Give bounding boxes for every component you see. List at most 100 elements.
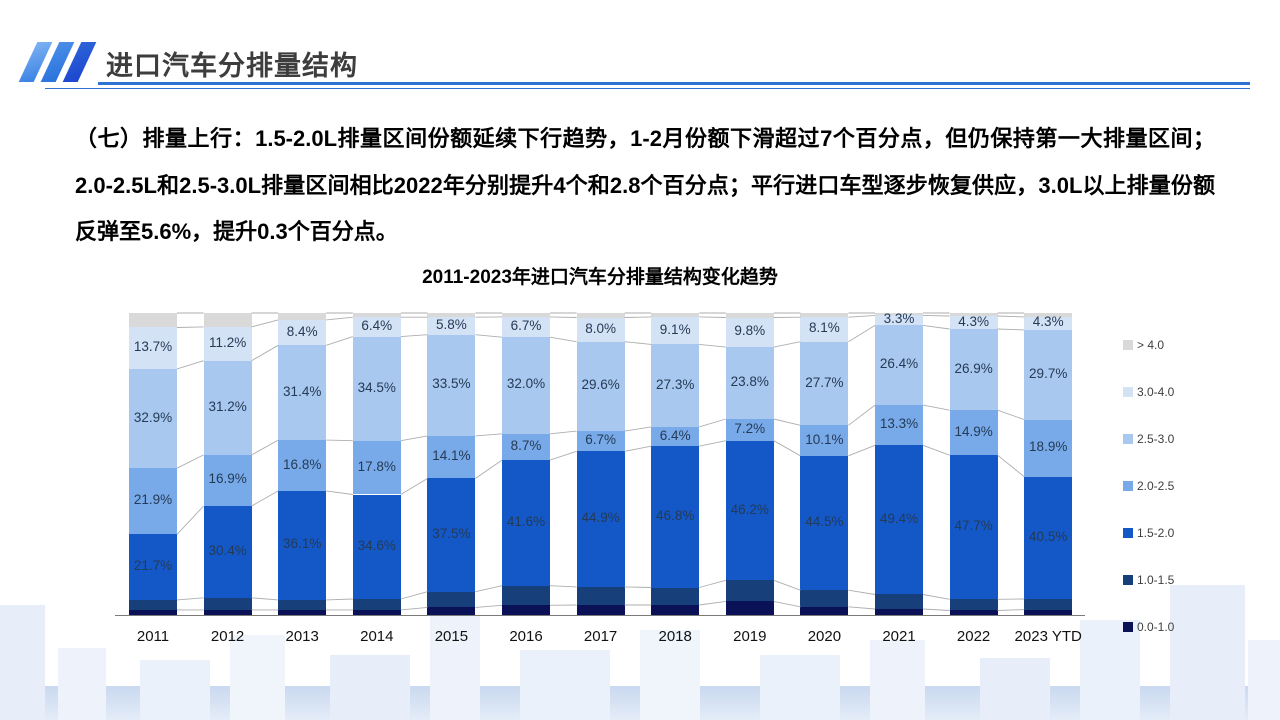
bar-segment-label: 8.1% — [809, 320, 840, 336]
bar-segment-label: 14.1% — [432, 448, 471, 464]
bar-segment — [427, 478, 476, 592]
bar-segment-label: 18.9% — [1029, 439, 1068, 455]
bar-segment — [502, 316, 550, 338]
legend-label: 3.0-4.0 — [1137, 385, 1175, 399]
bar-segment-label: 31.4% — [283, 383, 322, 399]
bar-segment — [800, 606, 849, 615]
bar-segment — [203, 609, 252, 615]
bar-segment — [800, 341, 849, 426]
bar-segment — [949, 410, 998, 456]
legend-label: 2.5-3.0 — [1137, 432, 1175, 446]
bar-segment — [129, 327, 177, 369]
bar-segment — [949, 313, 998, 317]
x-axis-label: 2011 — [136, 628, 170, 645]
bar-segment — [278, 599, 327, 610]
x-axis-label: 2012 — [210, 628, 245, 645]
bar-segment — [875, 608, 923, 615]
legend-item: 1.0-1.5 — [1123, 573, 1174, 587]
bar-segment — [1024, 419, 1073, 477]
x-axis-label: 2022 — [956, 628, 991, 645]
bar-segment — [949, 610, 998, 615]
bar-segment-label: 27.3% — [656, 376, 695, 392]
bar-segment — [875, 594, 923, 609]
bar-segment — [203, 505, 252, 598]
bar-segment — [576, 451, 625, 587]
page-title: 进口汽车分排量结构 — [106, 51, 358, 81]
bar-segment — [502, 460, 550, 586]
bar-segment — [800, 590, 849, 607]
bar-segment — [725, 347, 774, 419]
x-axis-label: 2020 — [807, 628, 842, 645]
bar-segment-label: 32.9% — [133, 409, 173, 425]
legend-label: 2.0-2.5 — [1137, 479, 1175, 493]
bar-segment — [427, 435, 476, 479]
bar-segment — [203, 360, 252, 455]
bar-segment-label: 6.7% — [585, 432, 616, 448]
bar-segment — [352, 336, 401, 441]
legend-swatch-icon — [1123, 340, 1133, 350]
legend-item: 1.5-2.0 — [1123, 526, 1174, 540]
bar-segment-label: 21.7% — [133, 558, 173, 574]
bar-segment — [278, 440, 327, 491]
bar-segment-label: 49.4% — [879, 510, 919, 526]
bar-segment — [875, 445, 923, 595]
intro-paragraph: （七）排量上行：1.5-2.0L排量区间份额延续下行趋势，1-2月份额下滑超过7… — [75, 126, 1215, 245]
legend-item: 3.0-4.0 — [1123, 385, 1174, 399]
bar-segment-label: 10.1% — [805, 431, 844, 447]
bar-segment-label: 41.6% — [506, 513, 546, 529]
chart-legend: > 4.0 3.0-4.0 2.5-3.0 2.0-2.5 1.5-2.0 1.0-1.5… — [1123, 338, 1174, 634]
bar-segment — [651, 605, 700, 615]
bar-segment-label: 16.8% — [283, 456, 322, 472]
bar-segment — [576, 341, 625, 432]
bar-segment — [725, 317, 774, 348]
x-axis-label: 2021 — [882, 628, 916, 645]
bar-segment-label: 44.9% — [581, 510, 620, 526]
x-axis-label: 2017 — [583, 628, 618, 645]
bar-segment — [1024, 316, 1073, 330]
bar-segment — [725, 440, 774, 581]
bar-segment-label: 26.4% — [879, 356, 919, 372]
bar-segment — [949, 455, 998, 600]
bar-segment — [352, 598, 401, 610]
bar-segment — [949, 329, 998, 411]
x-axis-label: 2016 — [509, 628, 543, 645]
bar-segment — [427, 313, 476, 318]
bar-segment-label: 36.1% — [283, 536, 322, 552]
bar-segment-label: 8.4% — [286, 323, 318, 339]
legend-label: > 4.0 — [1137, 338, 1165, 352]
legend-item: > 4.0 — [1123, 338, 1174, 352]
bar-segment-label: 6.4% — [659, 427, 691, 443]
bar-segment — [203, 597, 252, 610]
legend-label: 0.0-1.0 — [1137, 620, 1175, 634]
bar-segment — [129, 534, 177, 600]
bar-segment-label: 7.2% — [734, 420, 766, 436]
bar-segment — [1024, 609, 1073, 615]
x-axis-label: 2015 — [434, 628, 469, 645]
bar-segment — [352, 494, 401, 599]
bar-segment-label: 47.7% — [954, 518, 993, 534]
bar-segment-label: 11.2% — [208, 334, 247, 350]
bar-segment — [427, 607, 476, 615]
bar-segment — [278, 345, 327, 441]
x-axis-label: 2019 — [733, 628, 767, 645]
bar-segment — [576, 317, 625, 342]
bar-segment-label: 13.3% — [879, 416, 919, 432]
bar-segment-label: 29.7% — [1029, 365, 1068, 381]
bar-segment — [875, 313, 923, 316]
legend-swatch-icon — [1123, 387, 1133, 397]
bar-segment-label: 9.8% — [734, 323, 766, 339]
bar-segment — [725, 601, 774, 615]
bar-segment-label: 31.2% — [208, 398, 247, 414]
bar-segment — [651, 344, 700, 427]
legend-item: 2.5-3.0 — [1123, 432, 1174, 446]
bar-segment — [129, 368, 177, 469]
title-underline — [98, 82, 1250, 85]
legend-swatch-icon — [1123, 481, 1133, 491]
bar-segment — [949, 599, 998, 611]
legend-swatch-icon — [1123, 575, 1133, 585]
bar-segment — [1024, 329, 1073, 420]
bar-segment — [576, 605, 625, 615]
bar-segment — [502, 313, 550, 317]
